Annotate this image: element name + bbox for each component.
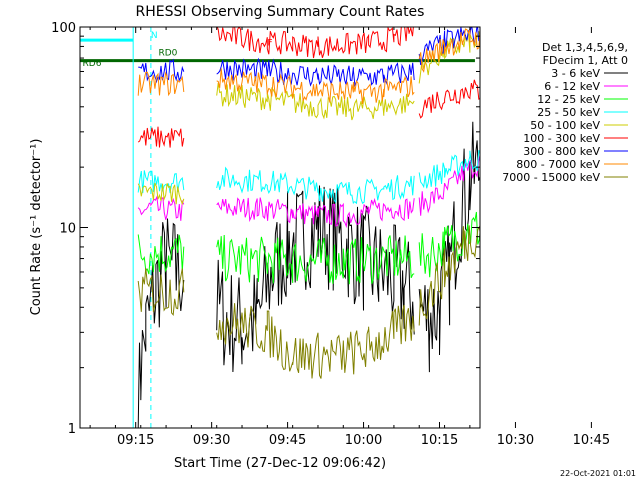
legend-label: 100 - 300 keV bbox=[523, 132, 600, 145]
x-axis-label: Start Time (27-Dec-12 09:06:42) bbox=[174, 456, 386, 471]
x-tick-label: 09:15 bbox=[117, 433, 154, 448]
series-line-1-seg-1 bbox=[137, 218, 185, 428]
legend: Det 1,3,4,5,6,9,FDecim 1, Att 03 - 6 keV… bbox=[502, 41, 628, 184]
series-line-4-seg-1 bbox=[137, 170, 185, 194]
legend-label: 800 - 7000 keV bbox=[516, 158, 600, 171]
x-tick-label: 09:45 bbox=[269, 433, 306, 448]
legend-label: 3 - 6 keV bbox=[551, 67, 600, 80]
series-line-8-seg-2 bbox=[216, 68, 415, 104]
series-line-3-seg-2 bbox=[216, 234, 415, 285]
series-line-6-seg-3 bbox=[418, 79, 480, 119]
y-tick-label: 10 bbox=[59, 222, 76, 237]
legend-label: 12 - 25 keV bbox=[537, 93, 600, 106]
legend-header-line: Det 1,3,4,5,6,9, bbox=[542, 41, 628, 54]
annotation-rd6: RD6 bbox=[83, 59, 102, 69]
x-axis: 09:15 09:30 09:45 10:00 10:15 10:30 10:45 bbox=[89, 27, 610, 448]
series-line-2-seg-1 bbox=[137, 195, 185, 221]
x-tick-label: 10:15 bbox=[421, 433, 458, 448]
legend-header-line: FDecim 1, Att 0 bbox=[543, 54, 628, 67]
series-line-2-seg-2 bbox=[216, 197, 415, 229]
y-axis-label: Count Rate (s⁻¹ detector⁻¹) bbox=[29, 139, 44, 316]
series-line-9-seg-1 bbox=[137, 267, 185, 317]
y-tick-label: 100 bbox=[51, 21, 76, 36]
legend-label: 6 - 12 keV bbox=[544, 80, 600, 93]
series-line-6-seg-1 bbox=[137, 126, 185, 148]
x-tick-label: 10:45 bbox=[573, 433, 610, 448]
series-line-2-seg-3 bbox=[418, 155, 480, 216]
legend-label: 50 - 100 keV bbox=[530, 119, 600, 132]
series-line-7-seg-1 bbox=[138, 58, 185, 84]
series-line-4-seg-2 bbox=[216, 166, 415, 205]
y-tick-label: 1 bbox=[68, 422, 76, 437]
legend-label: 7000 - 15000 keV bbox=[502, 171, 600, 184]
footer-date: 22-Oct-2021 01:01 bbox=[560, 469, 636, 478]
state-bars bbox=[80, 27, 475, 428]
series-line-3-seg-3 bbox=[418, 211, 480, 278]
legend-label: 25 - 50 keV bbox=[537, 106, 600, 119]
annotation-rd0: RD0 bbox=[158, 49, 177, 59]
series-line-1-seg-3 bbox=[418, 121, 480, 373]
chart-title: RHESSI Observing Summary Count Rates bbox=[136, 4, 425, 20]
series-line-9-seg-2 bbox=[216, 303, 415, 379]
series-line-8-seg-3 bbox=[418, 27, 480, 73]
series-line-6-seg-2 bbox=[216, 27, 414, 59]
annotation-n: N bbox=[151, 31, 158, 41]
series-line-7-seg-2 bbox=[216, 57, 415, 87]
legend-label: 300 - 800 keV bbox=[523, 145, 600, 158]
series-line-5-seg-1 bbox=[137, 182, 185, 206]
series-line-9-seg-3 bbox=[418, 225, 480, 326]
series-line-4-seg-3 bbox=[418, 150, 480, 189]
series-group bbox=[137, 27, 480, 428]
x-tick-label: 10:30 bbox=[497, 433, 534, 448]
y-axis: 1 10 100 bbox=[51, 21, 480, 437]
series-line-5-seg-2 bbox=[216, 82, 415, 121]
x-tick-label: 10:00 bbox=[345, 433, 382, 448]
x-tick-label: 09:30 bbox=[193, 433, 230, 448]
series-line-8-seg-1 bbox=[137, 71, 185, 97]
